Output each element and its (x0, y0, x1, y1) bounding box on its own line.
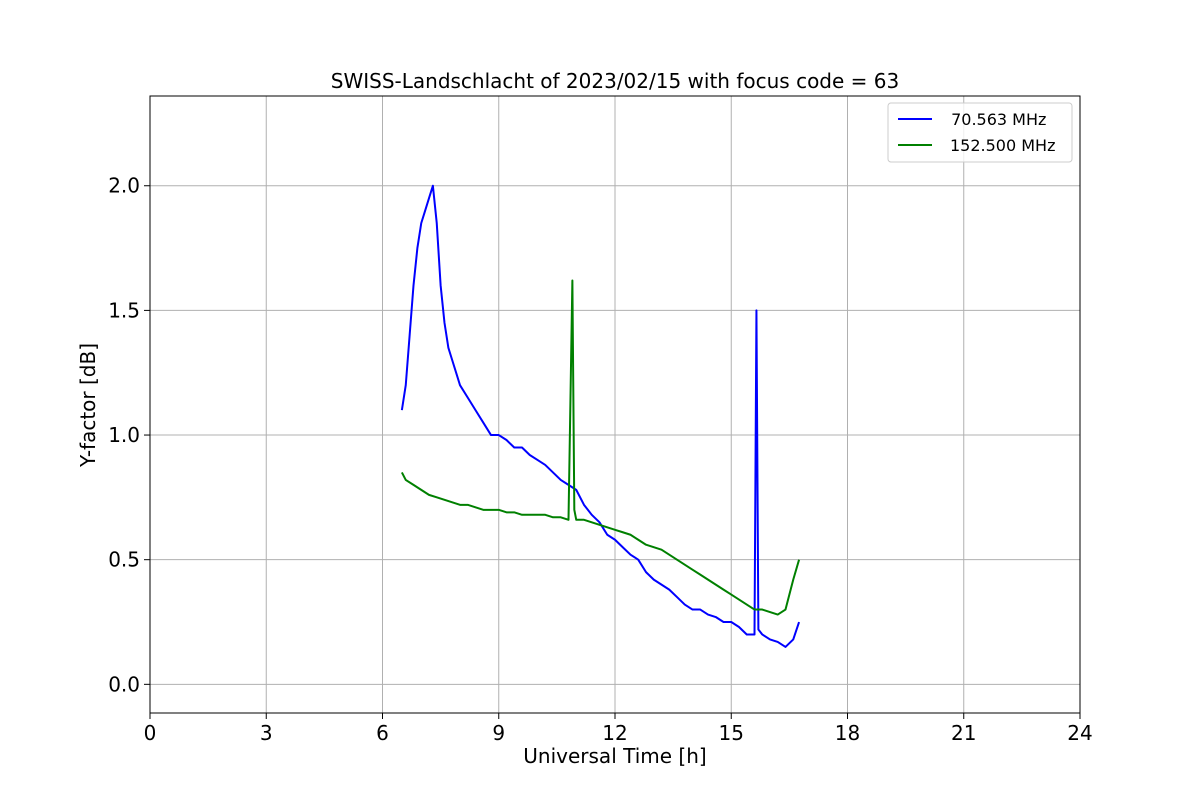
y-tick-label: 0.5 (108, 548, 140, 572)
x-tick-label: 18 (835, 721, 860, 745)
series-line-70mhz (400, 184, 801, 648)
y-tick-label: 0.0 (108, 672, 140, 696)
x-axis-label: Universal Time [h] (523, 744, 706, 768)
y-tick-label: 2.0 (108, 174, 140, 198)
y-tick-label: 1.0 (108, 423, 140, 447)
ticks: 0 3 6 9 12 15 18 21 24 0.0 0.5 1.0 1.5 2.0 (108, 174, 1093, 745)
y-tick-label: 1.5 (108, 298, 140, 322)
series-layer (400, 184, 801, 648)
x-tick-label: 9 (492, 721, 505, 745)
legend-label-70mhz: 70.563 MHz (946, 110, 1046, 129)
chart-title: SWISS-Landschlacht of 2023/02/15 with fo… (331, 69, 899, 93)
x-tick-label: 12 (602, 721, 627, 745)
legend-box (887, 102, 1073, 163)
y-axis-label: Y-factor [dB] (76, 343, 100, 468)
x-tick-label: 21 (951, 721, 976, 745)
legend-label-152mhz: 152.500 MHz (950, 136, 1055, 155)
x-tick-label: 24 (1067, 721, 1092, 745)
x-tick-label: 6 (376, 721, 389, 745)
legend: 70.563 MHz 152.500 MHz (887, 102, 1073, 163)
series-line-152mhz (400, 279, 801, 616)
x-tick-label: 0 (144, 721, 157, 745)
x-tick-label: 3 (260, 721, 273, 745)
x-tick-label: 15 (719, 721, 744, 745)
